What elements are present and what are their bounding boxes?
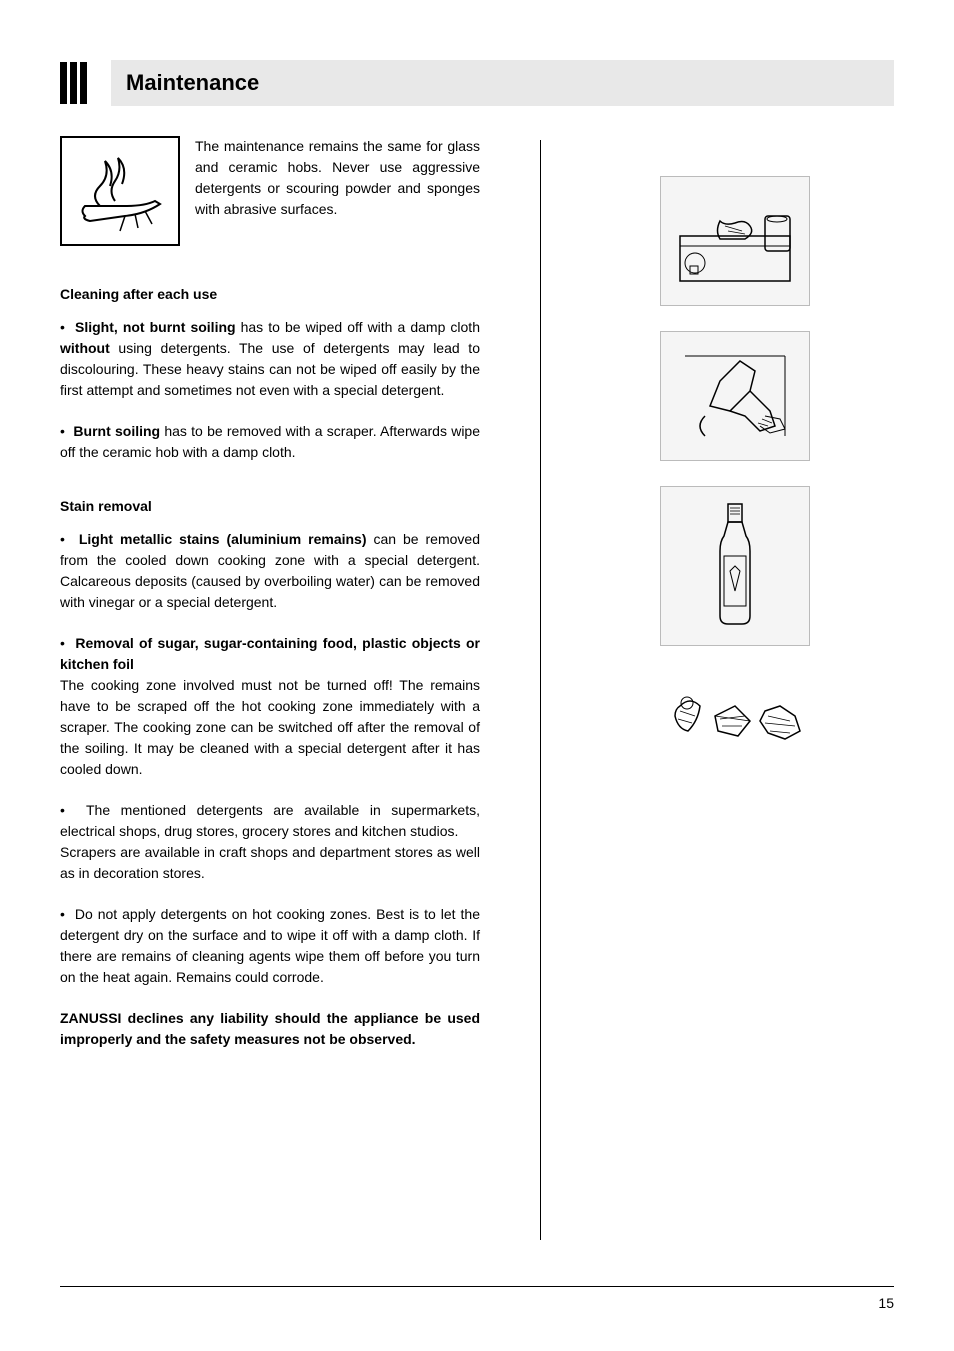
bullet-marker: •	[60, 531, 79, 547]
section2-bullet3: • The mentioned detergents are available…	[60, 800, 480, 884]
bullet1-text2: using detergents. The use of detergents …	[60, 340, 480, 398]
intro-text: The maintenance remains the same for gla…	[195, 136, 480, 246]
bullet-marker: •	[60, 906, 75, 922]
right-column	[530, 136, 810, 1050]
bullet1-bold2: without	[60, 340, 110, 356]
bottle-icon	[660, 486, 810, 646]
scraper-icon	[660, 331, 810, 461]
wipe-towel-icon	[660, 176, 810, 306]
page-header: Maintenance	[60, 60, 894, 106]
section1-bullet2: • Burnt soiling has to be removed with a…	[60, 421, 480, 463]
intro-section: The maintenance remains the same for gla…	[60, 136, 480, 246]
section1-bullet1: • Slight, not burnt soiling has to be wi…	[60, 317, 480, 401]
bullet-marker: •	[60, 635, 75, 651]
bullet2-bold: Burnt soiling	[73, 423, 160, 439]
disclaimer-text: ZANUSSI declines any liability should th…	[60, 1008, 480, 1050]
flame-pan-icon	[60, 136, 180, 246]
section1-heading: Cleaning after each use	[60, 286, 480, 302]
page-footer: 15	[60, 1286, 894, 1311]
bullet1-text1: has to be wiped off with a damp cloth	[236, 319, 480, 335]
bullet-marker: •	[60, 423, 73, 439]
s2-bullet2-bold: Removal of sugar, sugar-containing food,…	[60, 635, 480, 672]
bullet-marker: •	[60, 319, 75, 335]
section2-bullet4: • Do not apply detergents on hot cooking…	[60, 904, 480, 988]
section2-heading: Stain removal	[60, 498, 480, 514]
debris-icon	[660, 671, 810, 781]
s2-bullet3-text2: Scrapers are available in craft shops an…	[60, 844, 480, 881]
header-title-bar: Maintenance	[111, 60, 894, 106]
content-wrapper: The maintenance remains the same for gla…	[60, 136, 894, 1050]
page-number: 15	[878, 1295, 894, 1311]
s2-bullet2-text: The cooking zone involved must not be tu…	[60, 677, 480, 777]
left-column: The maintenance remains the same for gla…	[60, 136, 480, 1050]
s2-bullet3-text1: The mentioned detergents are available i…	[60, 802, 480, 839]
bars-icon	[60, 62, 96, 104]
page-title: Maintenance	[126, 70, 259, 96]
section2-bullet1: • Light metallic stains (aluminium remai…	[60, 529, 480, 613]
section2-bullet2: • Removal of sugar, sugar-containing foo…	[60, 633, 480, 780]
bullet-marker: •	[60, 802, 86, 818]
s2-bullet1-bold: Light metallic stains (aluminium remains…	[79, 531, 367, 547]
column-divider	[540, 140, 541, 1240]
s2-bullet4-text: Do not apply detergents on hot cooking z…	[60, 906, 480, 985]
bullet1-bold1: Slight, not burnt soiling	[75, 319, 236, 335]
